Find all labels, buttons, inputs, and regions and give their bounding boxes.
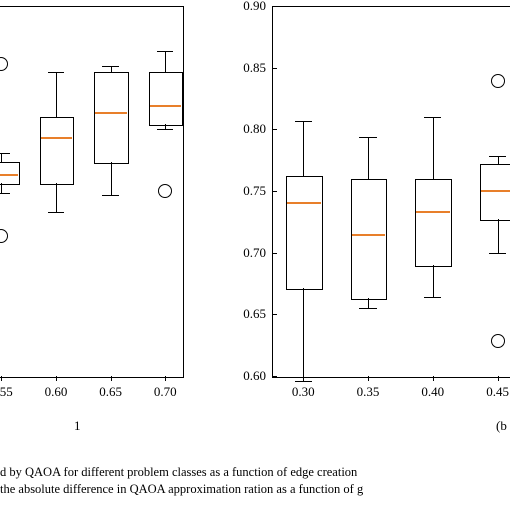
- ytick-mark: [272, 129, 277, 130]
- boxplot-box: [94, 72, 129, 164]
- boxplot-whisker: [303, 288, 304, 381]
- ytick-mark: [272, 376, 277, 377]
- boxplot-box: [351, 179, 388, 301]
- right-panel-label: (b: [496, 418, 507, 434]
- xtick-mark: [1, 376, 2, 381]
- boxplot-whisker: [498, 219, 499, 252]
- ytick-mark: [272, 314, 277, 315]
- boxplot-cap: [48, 212, 64, 213]
- boxplot-outlier: [158, 184, 172, 198]
- boxplot-cap: [489, 253, 506, 254]
- xtick-mark: [111, 376, 112, 381]
- boxplot-median: [41, 137, 73, 139]
- boxplot-median: [287, 202, 321, 204]
- boxplot-cap: [295, 121, 312, 122]
- figure-caption: d by QAOA for different problem classes …: [0, 464, 510, 498]
- boxplot-whisker: [368, 298, 369, 308]
- ytick-label: 0.75: [234, 183, 266, 199]
- boxplot-cap: [295, 381, 312, 382]
- boxplot-cap: [102, 195, 118, 196]
- ytick-mark: [272, 253, 277, 254]
- xtick-mark: [165, 376, 166, 381]
- boxplot-cap: [48, 72, 64, 73]
- ytick-label: 0.70: [234, 245, 266, 261]
- boxplot-whisker: [368, 137, 369, 179]
- xtick-label: 0.55: [0, 384, 13, 400]
- boxplot-median: [95, 112, 127, 114]
- ytick-label: 0.90: [234, 0, 266, 14]
- ytick-label: 0.80: [234, 121, 266, 137]
- boxplot-box: [40, 117, 75, 185]
- boxplot-cap: [0, 193, 10, 194]
- xtick-mark: [498, 376, 499, 381]
- left-boxplot-panel: [0, 6, 184, 378]
- caption-line1: d by QAOA for different problem classes …: [0, 465, 357, 479]
- boxplot-cap: [102, 66, 118, 67]
- boxplot-median: [352, 234, 386, 236]
- xtick-label: 0.70: [154, 384, 177, 400]
- boxplot-whisker: [1, 153, 2, 162]
- boxplot-whisker: [433, 117, 434, 179]
- xtick-label: 0.40: [421, 384, 444, 400]
- xtick-label: 0.30: [292, 384, 315, 400]
- xtick-mark: [368, 376, 369, 381]
- figure-container: { "figure": { "background_color": "#ffff…: [0, 0, 510, 510]
- boxplot-cap: [424, 117, 441, 118]
- xtick-label: 0.45: [486, 384, 509, 400]
- boxplot-outlier: [491, 74, 505, 88]
- boxplot-median: [0, 174, 18, 176]
- boxplot-box: [415, 179, 452, 267]
- boxplot-cap: [424, 297, 441, 298]
- boxplot-cap: [489, 156, 506, 157]
- boxplot-box: [480, 164, 510, 222]
- ytick-label: 0.60: [234, 368, 266, 384]
- boxplot-cap: [0, 153, 10, 154]
- boxplot-whisker: [165, 51, 166, 72]
- boxplot-whisker: [303, 121, 304, 177]
- boxplot-cap: [359, 308, 376, 309]
- boxplot-box: [149, 72, 184, 126]
- ytick-label: 0.65: [234, 306, 266, 322]
- ytick-mark: [272, 191, 277, 192]
- ytick-mark: [272, 6, 277, 7]
- left-panel-label: 1: [74, 418, 81, 434]
- boxplot-box: [286, 176, 323, 290]
- xtick-mark: [56, 376, 57, 381]
- caption-line2: the absolute difference in QAOA approxim…: [0, 482, 363, 496]
- boxplot-median: [150, 105, 182, 107]
- boxplot-whisker: [111, 162, 112, 195]
- ytick-label: 0.85: [234, 60, 266, 76]
- boxplot-whisker: [498, 156, 499, 163]
- boxplot-cap: [359, 137, 376, 138]
- boxplot-cap: [157, 51, 173, 52]
- boxplot-whisker: [56, 183, 57, 212]
- xtick-label: 0.35: [357, 384, 380, 400]
- boxplot-cap: [157, 129, 173, 130]
- xtick-label: 0.60: [45, 384, 68, 400]
- xtick-mark: [433, 376, 434, 381]
- boxplot-whisker: [433, 265, 434, 297]
- boxplot-median: [416, 211, 450, 213]
- boxplot-whisker: [56, 72, 57, 117]
- boxplot-median: [481, 190, 510, 192]
- boxplot-outlier: [491, 334, 505, 348]
- ytick-mark: [272, 68, 277, 69]
- boxplot-whisker: [1, 183, 2, 193]
- xtick-label: 0.65: [99, 384, 122, 400]
